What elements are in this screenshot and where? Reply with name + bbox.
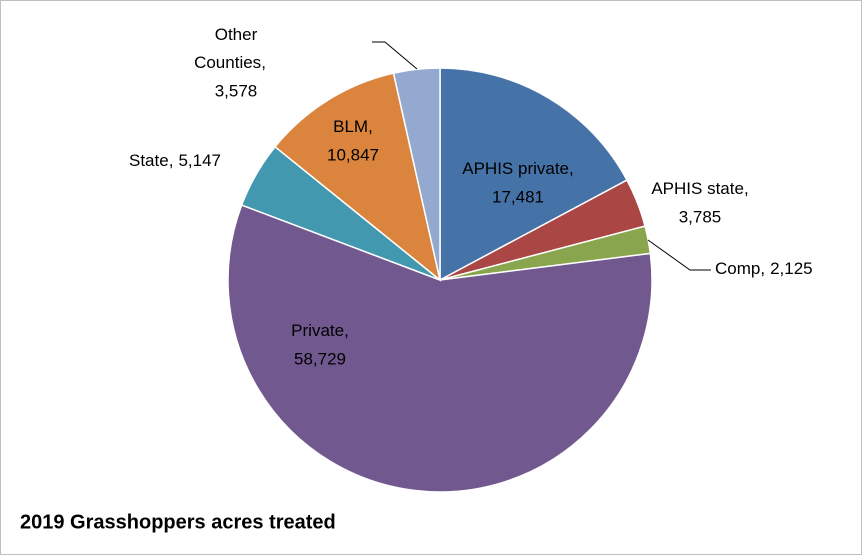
- label-separator: ,: [344, 321, 349, 340]
- label-word: Other: [215, 25, 258, 44]
- data-label: State, 5,147: [129, 151, 221, 170]
- data-label-value: 58,729: [294, 349, 346, 368]
- label-name: BLM: [333, 117, 368, 136]
- leader-line: [372, 41, 418, 70]
- data-label: Private,: [291, 321, 349, 340]
- label-word: Counties: [194, 53, 261, 72]
- label-name: Comp: [715, 259, 760, 278]
- leader-line: [647, 239, 711, 271]
- data-label-value: 10,847: [327, 145, 379, 164]
- data-label-value: 17,481: [492, 187, 544, 206]
- data-label-value: 3,578: [215, 81, 258, 100]
- label-separator: ,: [760, 259, 765, 278]
- label-value: 5,147: [178, 151, 221, 170]
- label-separator: ,: [569, 159, 574, 178]
- label-value: 2,125: [770, 259, 813, 278]
- data-label: APHIS state,: [651, 179, 748, 198]
- chart-title: 2019 Grasshoppers acres treated: [20, 511, 336, 533]
- label-name: APHIS private: [462, 159, 569, 178]
- data-label: APHIS private,: [462, 159, 574, 178]
- label-separator: ,: [368, 117, 373, 136]
- label-name: Private: [291, 321, 344, 340]
- data-label: Other Counties,: [194, 25, 266, 72]
- label-name: State: [129, 151, 169, 170]
- label-separator: ,: [261, 53, 266, 72]
- data-label-value: 3,785: [679, 207, 722, 226]
- data-label: Comp, 2,125: [715, 259, 813, 278]
- label-separator: ,: [169, 151, 174, 170]
- pie-slice: [227, 204, 653, 493]
- label-name: APHIS state: [651, 179, 744, 198]
- pie-slice: [274, 72, 442, 282]
- data-label: BLM,: [333, 117, 373, 136]
- label-separator: ,: [744, 179, 749, 198]
- pie-slice: [439, 67, 628, 282]
